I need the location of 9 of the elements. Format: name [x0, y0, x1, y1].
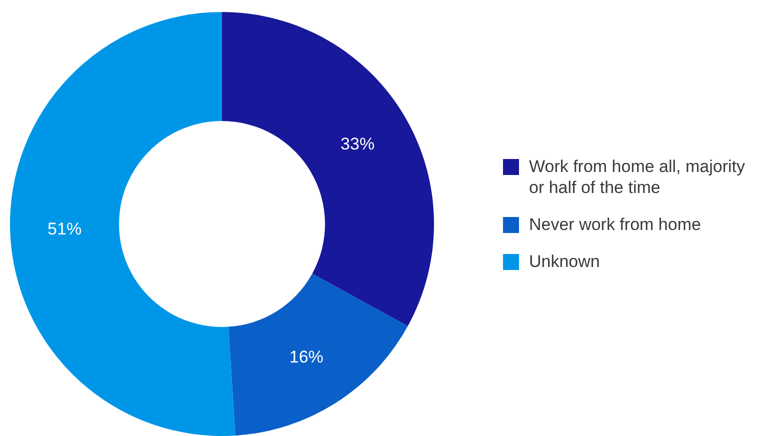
donut-slice: [10, 12, 236, 436]
data-label: 33%: [340, 134, 375, 154]
legend-label: Unknown: [529, 251, 600, 272]
legend-label: Never work from home: [529, 214, 701, 235]
data-label: 51%: [48, 219, 82, 238]
donut-slice: [228, 274, 408, 436]
donut-slice: [222, 12, 434, 326]
data-label: 16%: [289, 347, 324, 366]
legend-label: Work from home all, majority or half of the time: [529, 156, 746, 198]
